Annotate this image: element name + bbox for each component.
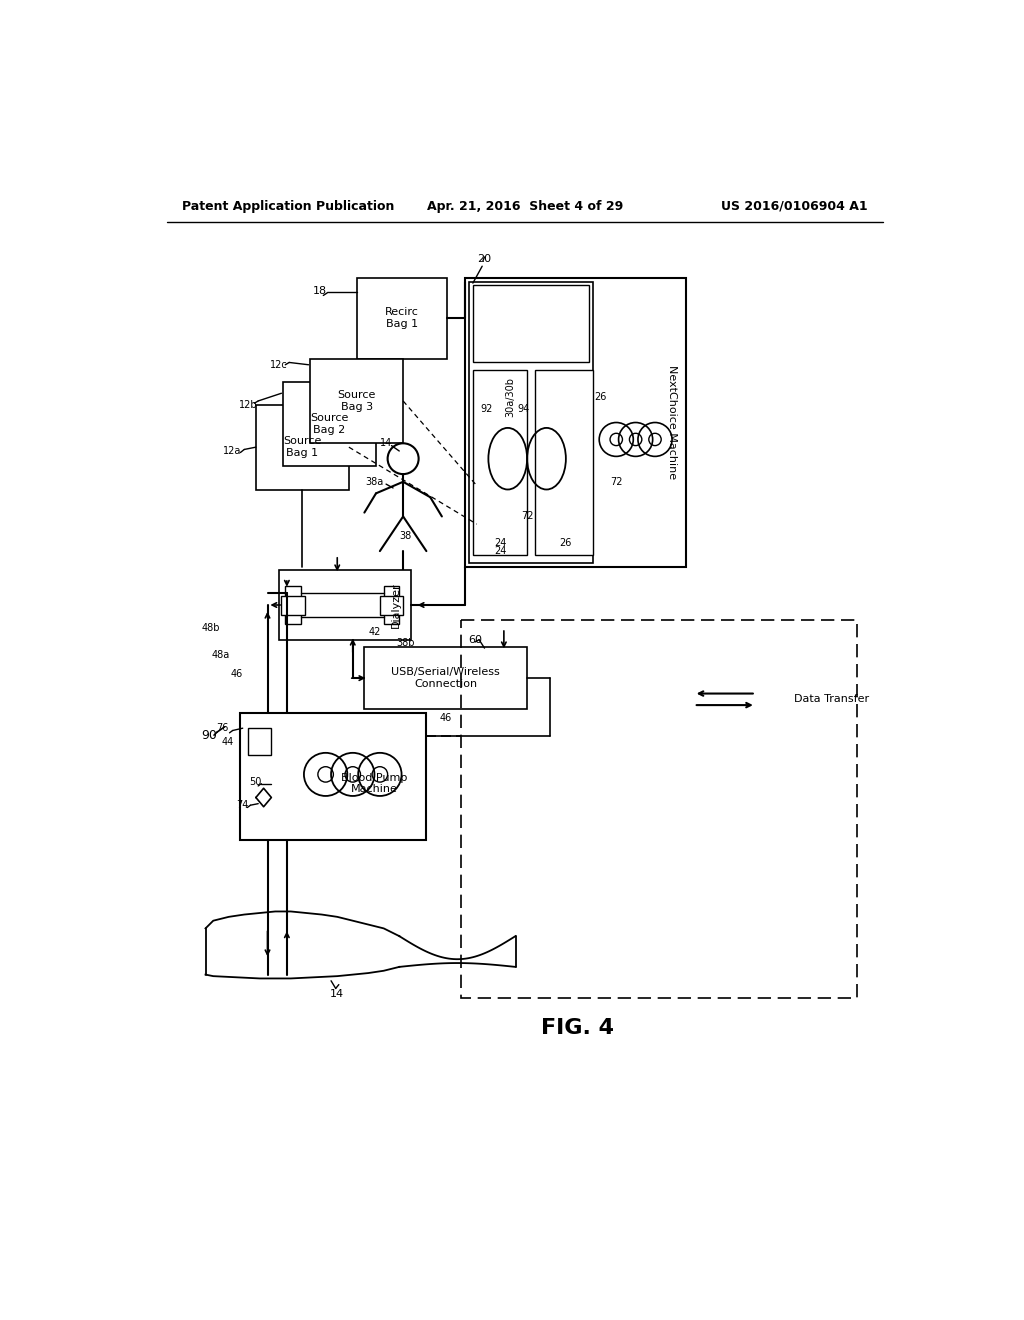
Bar xyxy=(286,586,301,624)
Text: 30a/30b: 30a/30b xyxy=(505,378,515,417)
Text: 72: 72 xyxy=(610,477,623,487)
Text: 94: 94 xyxy=(517,404,529,413)
Text: 48a: 48a xyxy=(212,649,230,660)
Bar xyxy=(465,277,686,566)
Text: 24: 24 xyxy=(494,539,506,548)
Text: 38a: 38a xyxy=(366,477,384,487)
Text: 20: 20 xyxy=(477,253,492,264)
Bar xyxy=(248,729,271,755)
Text: 24: 24 xyxy=(494,546,506,556)
Text: Source
Bag 3: Source Bag 3 xyxy=(338,391,376,412)
Text: Apr. 21, 2016  Sheet 4 of 29: Apr. 21, 2016 Sheet 4 of 29 xyxy=(427,199,623,213)
Text: 12a: 12a xyxy=(223,446,242,455)
Bar xyxy=(283,381,376,466)
Text: 26: 26 xyxy=(595,392,607,403)
Text: 50: 50 xyxy=(250,777,262,787)
Text: 18: 18 xyxy=(312,286,327,296)
Text: 74: 74 xyxy=(237,800,249,810)
Text: 76: 76 xyxy=(216,723,228,733)
Text: 38b: 38b xyxy=(396,639,415,648)
Text: 26: 26 xyxy=(560,539,572,548)
Text: 14: 14 xyxy=(330,989,344,999)
Text: 92: 92 xyxy=(480,404,493,413)
Bar xyxy=(384,586,399,624)
Text: FIG. 4: FIG. 4 xyxy=(541,1019,614,1039)
Text: 42: 42 xyxy=(369,627,381,638)
Text: 14: 14 xyxy=(380,438,392,449)
Text: USB/Serial/Wireless
Connection: USB/Serial/Wireless Connection xyxy=(391,668,500,689)
Text: Source
Bag 2: Source Bag 2 xyxy=(310,413,349,434)
Bar xyxy=(473,285,589,363)
Text: Dialyzer: Dialyzer xyxy=(390,582,400,628)
Text: Recirc
Bag 1: Recirc Bag 1 xyxy=(385,308,419,329)
Bar xyxy=(461,620,856,998)
Bar xyxy=(535,370,593,554)
Text: 44: 44 xyxy=(221,737,233,747)
Text: 60: 60 xyxy=(468,635,482,644)
Bar xyxy=(469,281,593,562)
Bar xyxy=(380,595,403,615)
Bar xyxy=(310,359,403,444)
Text: Blood Pump
Machine: Blood Pump Machine xyxy=(341,772,408,795)
Bar xyxy=(473,370,527,554)
Bar xyxy=(357,277,446,359)
Text: Patent Application Publication: Patent Application Publication xyxy=(182,199,394,213)
Text: 48b: 48b xyxy=(202,623,220,634)
Text: Source
Bag 1: Source Bag 1 xyxy=(284,437,322,458)
Text: 72: 72 xyxy=(521,511,534,521)
Text: 90: 90 xyxy=(202,730,217,742)
Bar xyxy=(256,405,349,490)
Bar xyxy=(241,713,426,840)
Text: NextChoice Machine: NextChoice Machine xyxy=(667,364,677,479)
Text: 12b: 12b xyxy=(239,400,257,409)
Text: 38: 38 xyxy=(399,531,412,541)
Bar xyxy=(365,647,527,709)
Text: 12c: 12c xyxy=(270,360,288,370)
Bar xyxy=(282,595,305,615)
Text: 46: 46 xyxy=(230,669,243,680)
Text: US 2016/0106904 A1: US 2016/0106904 A1 xyxy=(721,199,867,213)
Bar xyxy=(280,570,411,640)
Text: 46: 46 xyxy=(439,713,452,723)
Text: Data Transfer: Data Transfer xyxy=(795,694,869,704)
